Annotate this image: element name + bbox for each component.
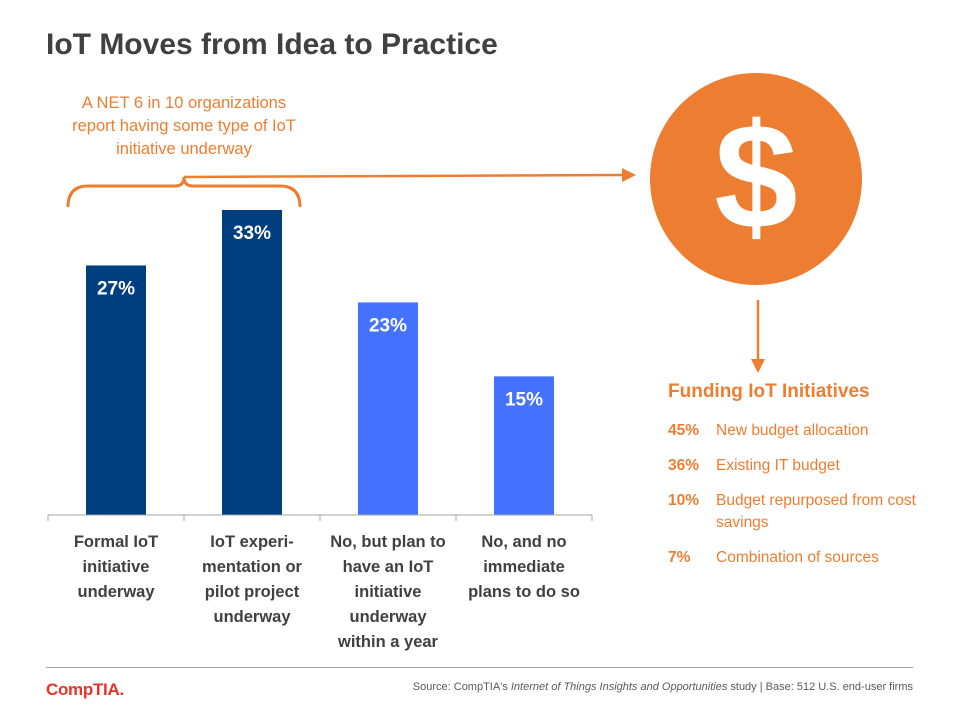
funding-item-pct: 7%	[668, 549, 691, 566]
dollar-glyph: $	[714, 92, 798, 260]
category-label-line: No, but plan to	[330, 533, 446, 551]
callout-text: A NET 6 in 10 organizations report havin…	[72, 94, 296, 158]
category-label: Formal IoT initiative underway	[48, 530, 184, 605]
funding-item: 10% Budget repurposed from cost savings	[668, 490, 938, 534]
funding-item-label: Existing IT budget	[716, 457, 840, 474]
funding-item: 45% New budget allocation	[668, 420, 938, 442]
funding-item-pct: 10%	[668, 492, 700, 509]
callout-brace	[66, 176, 302, 208]
category-label-line: initiative	[82, 558, 150, 576]
category-label-line: plans to do so	[468, 583, 580, 601]
funding-item-pct: 36%	[668, 457, 700, 474]
source-suffix: study | Base: 512 U.S. end-user firms	[727, 681, 913, 693]
category-label-line: initiative	[354, 583, 422, 601]
category-label-line: mentation or	[202, 558, 302, 576]
bar-value-label: 27%	[97, 278, 135, 299]
funding-title: Funding IoT Initiatives	[668, 381, 870, 402]
bar-value-label: 23%	[369, 315, 407, 336]
category-label: No, and no immediate plans to do so	[456, 530, 592, 605]
funding-item-label: Combination of sources	[716, 549, 879, 566]
callout-arrow-line	[183, 173, 625, 179]
source-note: Source: CompTIA's Internet of Things Ins…	[413, 681, 913, 693]
funding-item: 7% Combination of sources	[668, 547, 938, 569]
category-label-line: underway	[349, 608, 427, 626]
source-study: Internet of Things Insights and Opportun…	[510, 681, 728, 693]
bar	[86, 265, 146, 515]
category-label-line: immediate	[483, 558, 565, 576]
bars-group: 27% 33% 23% 15%	[86, 210, 554, 515]
page-title: IoT Moves from Idea to Practice	[46, 28, 498, 61]
source-prefix: Source: CompTIA's	[412, 681, 511, 693]
bar	[222, 210, 282, 515]
category-label-line: underway	[213, 608, 291, 626]
bar-value-label: 33%	[233, 223, 271, 244]
dollar-sign-icon: $	[650, 73, 862, 285]
category-label-line: No, and no	[481, 533, 567, 551]
funding-item-pct: 45%	[668, 422, 700, 439]
category-label-line: IoT experi-	[210, 533, 294, 551]
category-label-line: Formal IoT	[73, 533, 159, 551]
category-label: IoT experi-mentation or pilot project unde…	[184, 530, 320, 630]
funding-list: 45% New budget allocation 36% Existing IT b…	[668, 420, 938, 582]
category-label-line: pilot project	[204, 583, 300, 601]
comptia-logo: CompTIA.	[46, 680, 124, 699]
callout-arrow-head	[622, 168, 636, 182]
funding-item: 36% Existing IT budget	[668, 455, 938, 477]
x-axis	[47, 514, 593, 521]
bar	[494, 376, 554, 515]
bar	[358, 302, 418, 515]
funding-arrow-head	[751, 359, 765, 373]
category-label-line: have an IoT	[342, 558, 434, 576]
funding-item-label: Budget repurposed from cost savings	[716, 492, 916, 531]
funding-item-label: New budget allocation	[716, 422, 869, 439]
category-label-line: within a year	[338, 633, 438, 651]
footer-divider	[46, 667, 913, 668]
category-label: No, but plan to have an IoT initiative unde…	[320, 530, 456, 655]
bar-value-label: 15%	[505, 389, 543, 410]
category-label-line: underway	[77, 583, 155, 601]
